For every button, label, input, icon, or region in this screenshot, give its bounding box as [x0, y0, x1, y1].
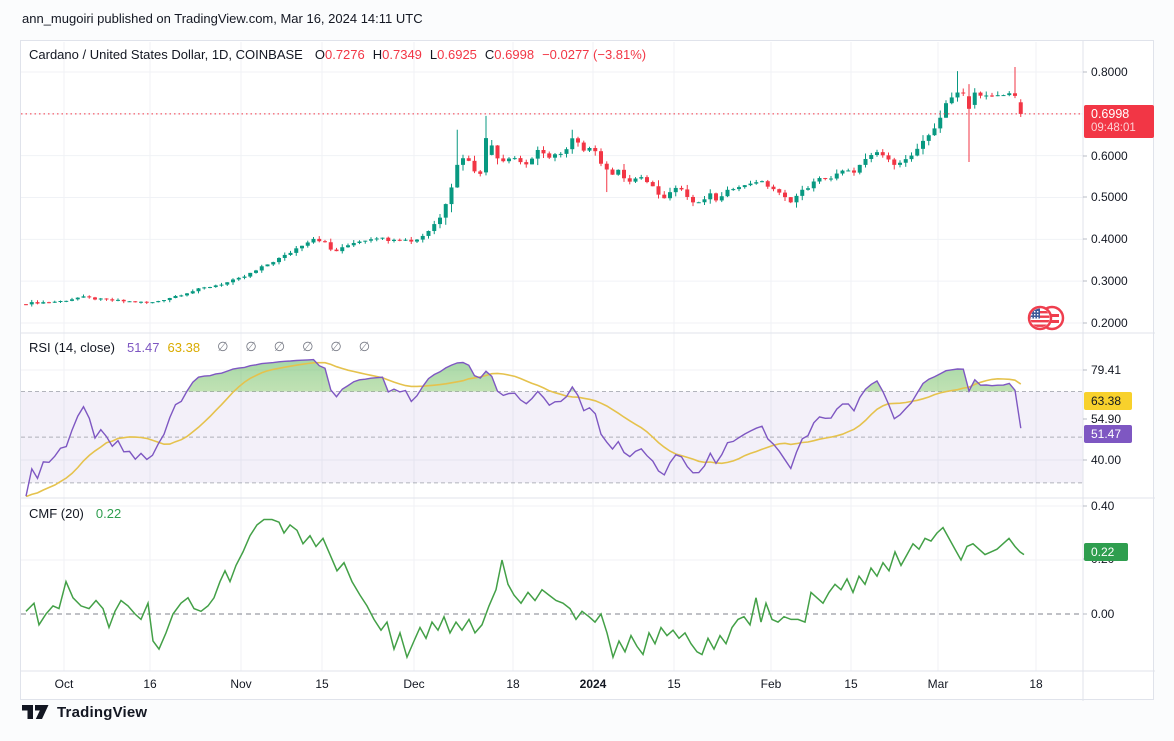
rsi-empty-slot: ∅: [302, 339, 314, 354]
tradingview-brand-text: TradingView: [57, 704, 148, 721]
open-value: O 0.7276: [314, 47, 365, 62]
rsi-empty-slot: ∅: [358, 339, 371, 354]
x-axis-label: Dec: [403, 677, 425, 691]
price-axis-label: 0.6000: [1091, 149, 1128, 163]
x-axis-label: Oct: [54, 677, 74, 691]
symbol-legend[interactable]: Cardano / United States Dollar, 1D, COIN…: [29, 47, 646, 62]
rsi-line: [25, 358, 1022, 497]
last-price: 0.6998: [1091, 107, 1130, 121]
tradingview-logo-icon: [22, 705, 49, 719]
cmf-legend[interactable]: CMF (20) 0.22: [29, 506, 121, 521]
rsi-ma-value: 63.38: [167, 339, 201, 355]
x-axis-label: 15: [844, 677, 858, 691]
cmf-value-badge: 0.22: [1084, 543, 1128, 561]
rsi-band: [21, 391, 1083, 483]
cmf-line: [25, 518, 1025, 660]
chart-container: Cardano / United States Dollar, 1D, COIN…: [20, 40, 1155, 701]
price-axis-label: 0.4000: [1091, 232, 1128, 246]
rsi-empty-slot: ∅: [217, 339, 229, 354]
rsi-ma-badge: 63.38: [1084, 392, 1132, 410]
price-axis-label: 0.8000: [1091, 65, 1128, 79]
symbol-title: Cardano / United States Dollar, 1D, COIN…: [29, 47, 303, 62]
rsi-empty-slot: ∅: [245, 339, 257, 354]
price-axis-label: 0.5000: [1091, 190, 1128, 204]
high-value: H 0.7349: [372, 47, 422, 62]
cmf-value: 0.22: [95, 506, 122, 521]
rsi-value: 51.47: [126, 339, 160, 355]
price-axis-label: 0.2000: [1091, 316, 1128, 330]
rsi-title: RSI (14, close): [29, 339, 115, 355]
rsi-ma-line: [25, 361, 1022, 497]
rsi-value-badge: 51.47: [1084, 425, 1132, 443]
low-value: L 0.6925: [429, 47, 477, 62]
x-axis-label: 18: [1029, 677, 1043, 691]
cmf-axis-label: 0.40: [1091, 499, 1115, 513]
rsi-axis-label: 40.00: [1091, 453, 1122, 467]
cmf-axis-label: 0.00: [1091, 607, 1115, 621]
bar-countdown: 09:48:01: [1091, 122, 1136, 134]
change-value: −0.0277 (−3.81%): [542, 47, 647, 62]
x-axis-label: Feb: [760, 677, 782, 691]
x-axis-label: 18: [506, 677, 520, 691]
rsi-axis-label: 54.90: [1091, 412, 1122, 426]
attribution-text: ann_mugoiri published on TradingView.com…: [22, 11, 423, 26]
rsi-axis-label: 79.41: [1091, 363, 1122, 377]
x-axis-label: Mar: [927, 677, 949, 691]
x-axis-label: 16: [143, 677, 157, 691]
rsi-legend[interactable]: RSI (14, close) 51.47 63.38 ∅ ∅ ∅ ∅ ∅ ∅: [29, 339, 370, 355]
cmf-title: CMF (20): [29, 506, 84, 521]
us-flag-event-icon[interactable]: [1027, 305, 1065, 331]
x-axis-label-year: 2024: [579, 677, 607, 691]
rsi-empty-slot: ∅: [273, 339, 286, 354]
x-axis-label: 15: [667, 677, 681, 691]
chart-canvas[interactable]: [21, 41, 1155, 701]
footer-branding[interactable]: TradingView: [22, 704, 147, 721]
last-price-badge: 0.6998 09:48:01: [1084, 105, 1154, 138]
close-value: C 0.6998: [484, 47, 535, 62]
x-axis-label: 15: [315, 677, 329, 691]
rsi-empty-slot: ∅: [330, 339, 342, 354]
x-axis-label: Nov: [230, 677, 252, 691]
price-pane[interactable]: [24, 66, 1023, 307]
rsi-overbought-fill: [26, 359, 1021, 392]
price-axis-label: 0.3000: [1091, 274, 1128, 288]
